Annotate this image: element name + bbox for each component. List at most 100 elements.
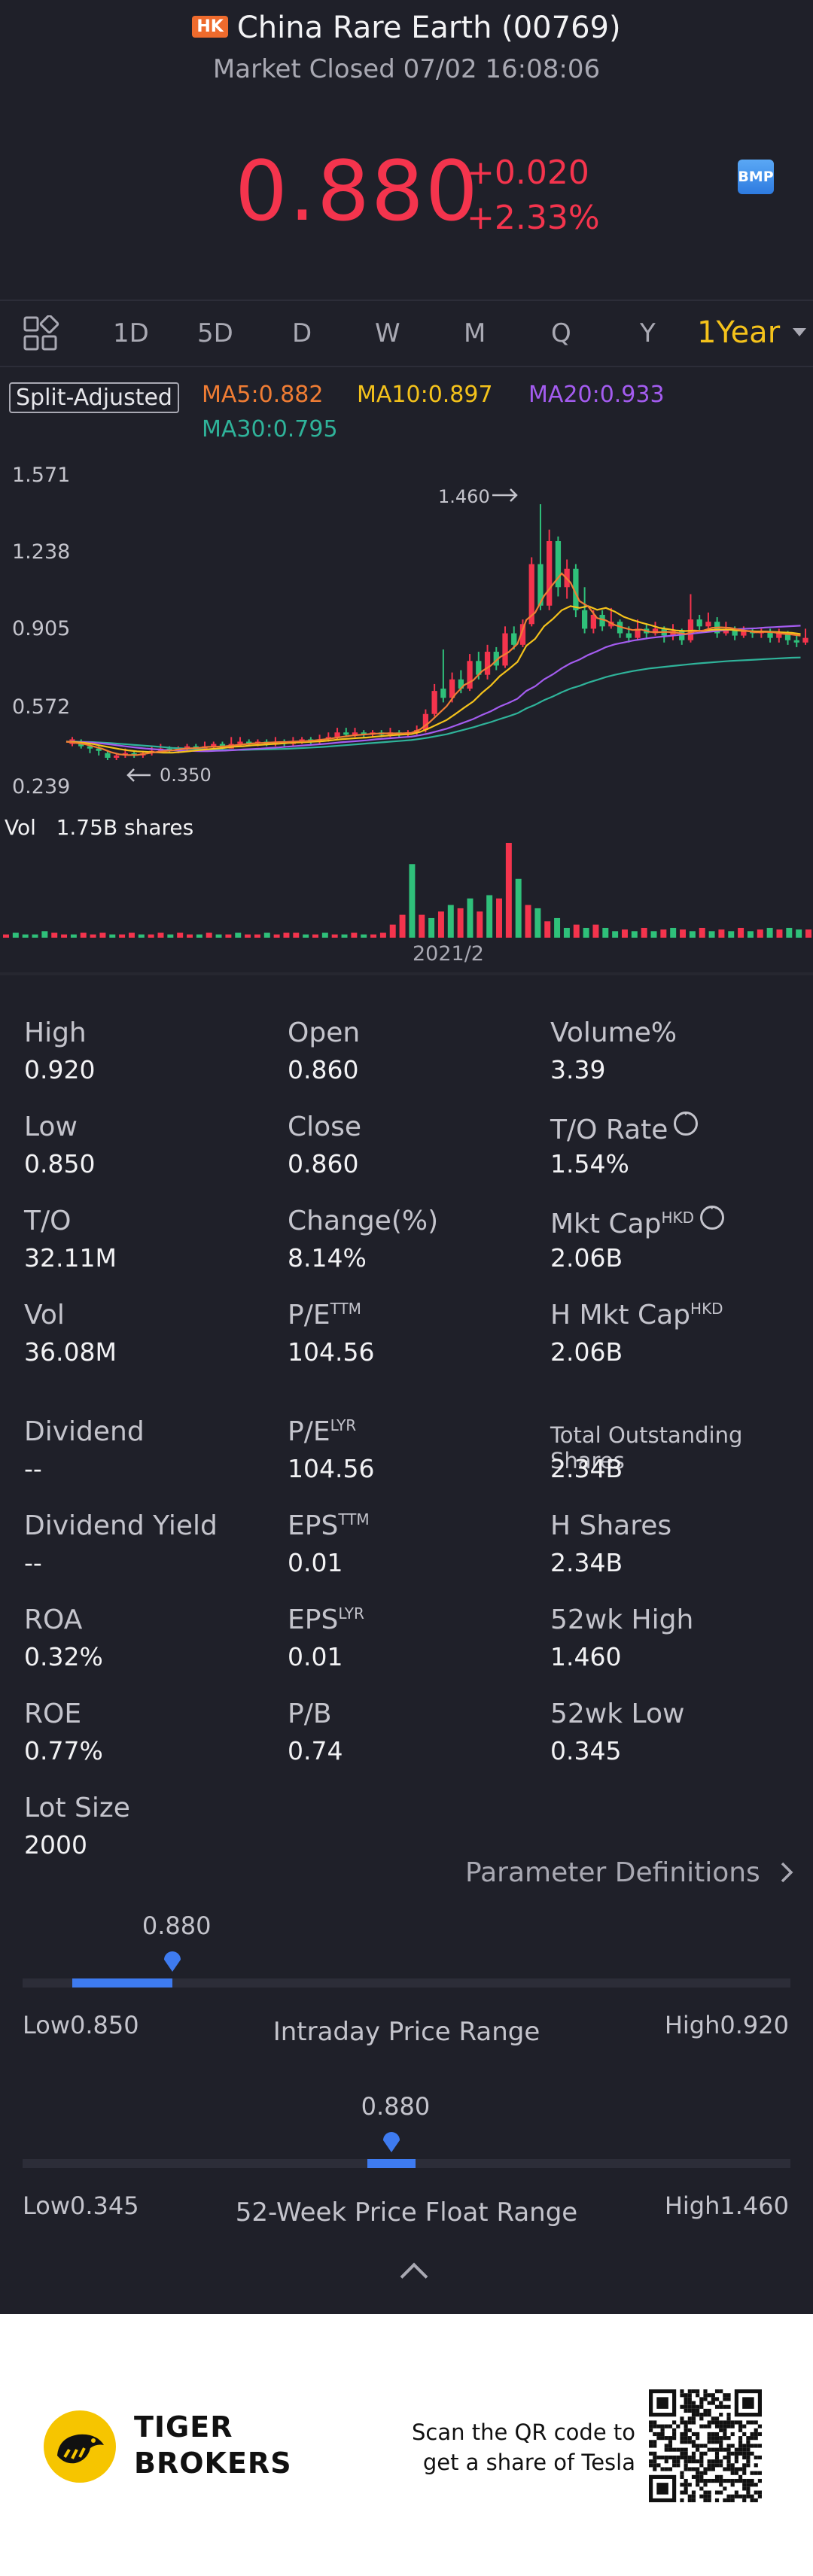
stat-label-vol: Vol [24,1300,65,1331]
volume-bar [534,908,541,938]
volume-bar [766,927,773,938]
volume-bar [187,934,193,938]
tab-5d[interactable]: 5D [197,318,233,348]
parameter-definitions-link[interactable]: Parameter Definitions [465,1857,796,1888]
volume-bar [592,924,599,938]
caret-down-icon[interactable] [792,327,807,338]
stat-label-open: Open [288,1017,360,1048]
tab-1year[interactable]: 1Year [697,315,781,350]
volume-bar [437,911,444,938]
volume-bar [379,932,386,938]
candle-body [802,637,808,643]
volume-bar [235,932,242,938]
stat-value-roa: 0.32% [24,1642,103,1671]
stat-label-volume: Volume% [550,1017,677,1048]
tab-month[interactable]: M [464,318,486,348]
stat-label-text: Lot Size [24,1793,130,1823]
stat-label-high: High [24,1017,87,1048]
volume-bar [51,932,58,938]
arrow-right-icon [492,488,518,502]
stat-value-eps-ttm: 0.01 [288,1548,343,1577]
candlestick-chart[interactable]: 1.460 0.350 [0,452,813,798]
qr-caption-line1: Scan the QR code to [412,2419,635,2445]
volume-chart[interactable] [0,835,813,941]
tab-year[interactable]: Y [640,318,656,348]
volume-bar [563,927,570,938]
volume-bar [805,929,811,938]
volume-bar [631,931,638,938]
volume-title: Vol [5,815,36,840]
stat-label-p-b: P/B [288,1699,332,1729]
grid-layout-icon[interactable] [23,315,60,353]
volume-bar [32,934,38,938]
stat-value-dividend-yield: -- [24,1548,42,1577]
stat-value-total-outstanding-shares: 2.34B [550,1454,623,1483]
y-tick-label: 1.238 [12,540,71,564]
intraday-current-price: 0.880 [142,1911,212,1940]
candle-body [105,753,111,758]
tab-quarter[interactable]: Q [551,318,571,348]
volume-bar [796,929,802,938]
stat-label-eps-ttm: EPSTTM [288,1510,370,1541]
candle-body [502,633,508,666]
info-icon[interactable] [674,1106,699,1136]
ma10-line [65,605,801,754]
volume-bar [273,934,280,938]
stat-label-text: Dividend [24,1416,145,1447]
stat-value-change: 8.14% [288,1243,367,1273]
volume-bar [660,929,667,938]
week52-range: 0.880 Low0.345 52-Week Price Float Range… [0,2092,813,2228]
candle-body [626,633,632,638]
split-adjusted-toggle[interactable]: Split-Adjusted [9,382,179,413]
candle-body [608,622,614,627]
volume-bar [738,927,744,938]
volume-bar [303,934,309,938]
stat-label-text: Change(%) [288,1206,439,1236]
candle-body [422,713,429,731]
stat-value-volume: 3.39 [550,1055,606,1084]
candle-body [184,746,190,749]
x-tick-label: 2021/2 [413,942,484,966]
stat-label-text: P/B [288,1699,332,1729]
candle-body [87,746,93,749]
candle-body [352,732,358,735]
tab-week[interactable]: W [375,318,400,348]
candle-body [555,541,562,588]
volume-bar [157,932,164,938]
week52-pointer-icon [382,2132,400,2152]
volume-bar [283,932,290,938]
stat-value-h-shares: 2.34B [550,1548,623,1577]
candle-body [652,628,659,634]
stat-label-text: Vol [24,1300,65,1331]
candle-body [476,661,482,675]
stat-value-p-b: 0.74 [288,1736,343,1765]
tab-day[interactable]: D [292,318,312,348]
stat-label-text: Mkt Cap [550,1209,662,1239]
stat-label-text: H Mkt Cap [550,1300,691,1331]
stat-label-total-outstanding-shares: Total Outstanding Shares [550,1422,813,1474]
volume-bar [70,934,77,938]
y-tick-label: 0.239 [12,775,71,798]
tiger-logo-icon [44,2410,116,2483]
volume-bar [312,934,318,938]
stat-label-text: Dividend Yield [24,1510,218,1541]
candle-body [723,628,729,634]
chevron-up-icon[interactable] [400,2262,428,2291]
volume-label: Vol 1.75B shares [5,815,193,840]
volume-bar [776,929,783,938]
week52-low: Low0.345 [23,2191,139,2220]
info-icon[interactable] [700,1200,725,1230]
candle-body [449,679,455,698]
volume-bar [263,932,270,938]
stat-value-high: 0.920 [24,1055,96,1084]
ma5-line [65,572,801,756]
tab-1d[interactable]: 1D [113,318,149,348]
candle-body [484,652,491,675]
qr-code-icon[interactable] [649,2389,762,2502]
volume-bar [12,932,19,938]
volume-bar [245,934,251,938]
stat-value-mkt-cap-hkd: 2.06B [550,1243,623,1273]
volume-bar [215,934,222,938]
bmp-icon[interactable]: BMP [738,160,774,194]
stat-label-sup: TTM [330,1300,361,1318]
